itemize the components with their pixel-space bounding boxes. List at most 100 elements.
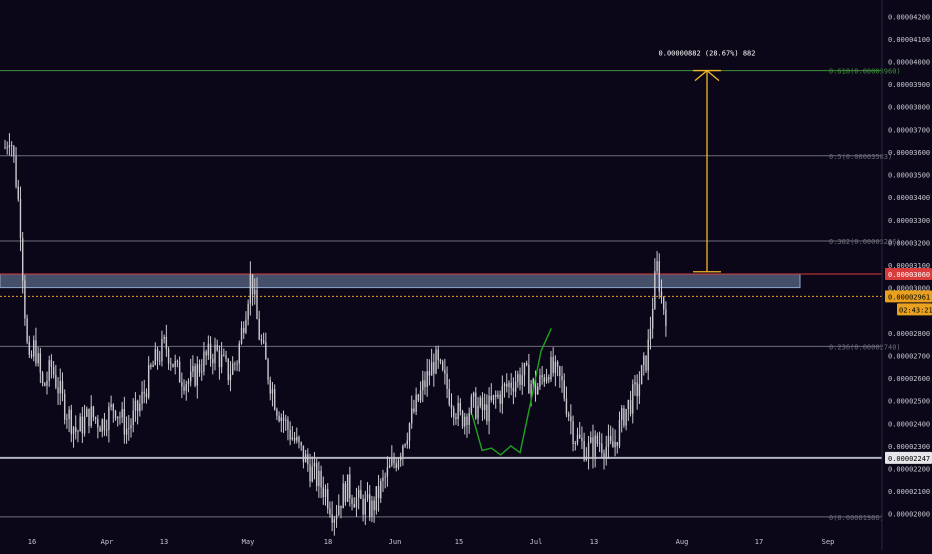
candle-body xyxy=(525,363,528,365)
candle-body xyxy=(629,399,632,414)
candle-body xyxy=(313,462,316,467)
candle-body xyxy=(136,400,139,412)
candle-body xyxy=(8,145,11,148)
candle-body xyxy=(181,382,183,387)
x-tick-label: Jun xyxy=(389,538,402,546)
y-tick-label: 0.00002200 xyxy=(888,465,930,473)
candle-body xyxy=(475,392,477,419)
candle-body xyxy=(638,384,641,397)
x-tick-label: 17 xyxy=(755,538,763,546)
y-tick-label: 0.00004000 xyxy=(888,59,930,67)
candle-body xyxy=(134,400,137,411)
x-tick-label: 18 xyxy=(324,538,332,546)
candle-body xyxy=(587,442,590,457)
candle-body xyxy=(90,406,92,426)
candle-body xyxy=(6,147,8,149)
x-tick-label: Aug xyxy=(676,538,689,546)
candle-series xyxy=(4,133,667,536)
candle-body xyxy=(81,416,84,434)
candle-body xyxy=(320,470,322,488)
candle-body xyxy=(353,503,355,508)
candle-body xyxy=(271,389,274,394)
candle-body xyxy=(355,497,358,508)
candle-body xyxy=(481,397,484,411)
candle-body xyxy=(86,408,88,417)
x-tick-label: 15 xyxy=(455,538,463,546)
candle-body xyxy=(486,404,488,422)
candle-body xyxy=(52,367,55,375)
candle-body xyxy=(583,440,585,461)
resistance-zone xyxy=(0,273,801,289)
candle-body xyxy=(260,339,263,341)
candle-body xyxy=(141,391,143,404)
candle-body xyxy=(514,381,517,392)
candle-body xyxy=(391,458,393,466)
candle-body xyxy=(665,309,667,326)
candle-body xyxy=(128,428,130,429)
candle-body xyxy=(236,363,238,365)
y-tick-label: 0.00003400 xyxy=(888,194,930,202)
candle-body xyxy=(550,357,552,380)
candle-body xyxy=(585,456,588,461)
candle-body xyxy=(209,343,212,360)
candle-body xyxy=(658,261,660,292)
candle-body xyxy=(10,145,13,146)
candle-body xyxy=(322,487,324,498)
candle-body xyxy=(598,443,601,445)
current-price-tag-bg xyxy=(885,290,932,303)
candle-body xyxy=(114,410,117,419)
y-tick-label: 0.00002400 xyxy=(888,420,930,428)
candle-body xyxy=(57,387,59,394)
resistance-price-tag: 0.00003060 xyxy=(888,271,930,279)
countdown-tag-bg xyxy=(897,303,932,316)
candle-body xyxy=(35,340,37,364)
candle-body xyxy=(28,341,31,355)
candle-body xyxy=(139,403,141,412)
candle-body xyxy=(285,419,287,421)
candle-body xyxy=(307,454,309,465)
candle-body xyxy=(453,408,455,418)
candle-body xyxy=(245,319,247,333)
x-tick-label: Apr xyxy=(101,538,114,546)
candle-body xyxy=(382,477,384,482)
candle-body xyxy=(198,364,201,373)
y-tick-label: 0.00003800 xyxy=(888,104,930,112)
candle-body xyxy=(419,390,422,401)
y-tick-label: 0.00003600 xyxy=(888,149,930,157)
candle-body xyxy=(380,481,382,499)
candle-body xyxy=(159,360,161,362)
y-tick-label: 0.00002600 xyxy=(888,375,930,383)
candle-body xyxy=(537,386,539,395)
candle-body xyxy=(156,349,159,361)
candle-body xyxy=(273,389,276,410)
candle-body xyxy=(30,354,33,357)
candle-body xyxy=(278,415,280,422)
candle-body xyxy=(357,489,360,498)
candle-body xyxy=(545,377,548,382)
candle-body xyxy=(627,399,630,409)
fib-levels: 0.618(0.00003960) 0.5(0.00003583) 0.382(0.… xyxy=(0,68,901,522)
candle-body xyxy=(364,498,366,515)
x-tick-label: Jul xyxy=(530,538,543,546)
candle-body xyxy=(466,416,468,425)
y-tick-label: 0.00003900 xyxy=(888,81,930,89)
candle-body xyxy=(46,380,48,386)
candle-body xyxy=(492,395,495,400)
candle-body xyxy=(450,404,453,409)
candle-body xyxy=(282,417,285,421)
fib-level-label: 0.382(0.00003206) xyxy=(829,238,901,246)
candle-body xyxy=(435,349,437,374)
candle-body xyxy=(26,318,28,342)
candle-body xyxy=(563,380,565,399)
candle-body xyxy=(342,483,344,509)
candle-body xyxy=(152,364,154,367)
candle-body xyxy=(430,362,433,376)
candle-body xyxy=(302,445,305,463)
x-tick-label: Sep xyxy=(822,538,835,546)
candle-body xyxy=(315,462,318,487)
candle-body xyxy=(247,303,249,320)
candle-body xyxy=(19,199,22,239)
candle-body xyxy=(99,427,101,432)
